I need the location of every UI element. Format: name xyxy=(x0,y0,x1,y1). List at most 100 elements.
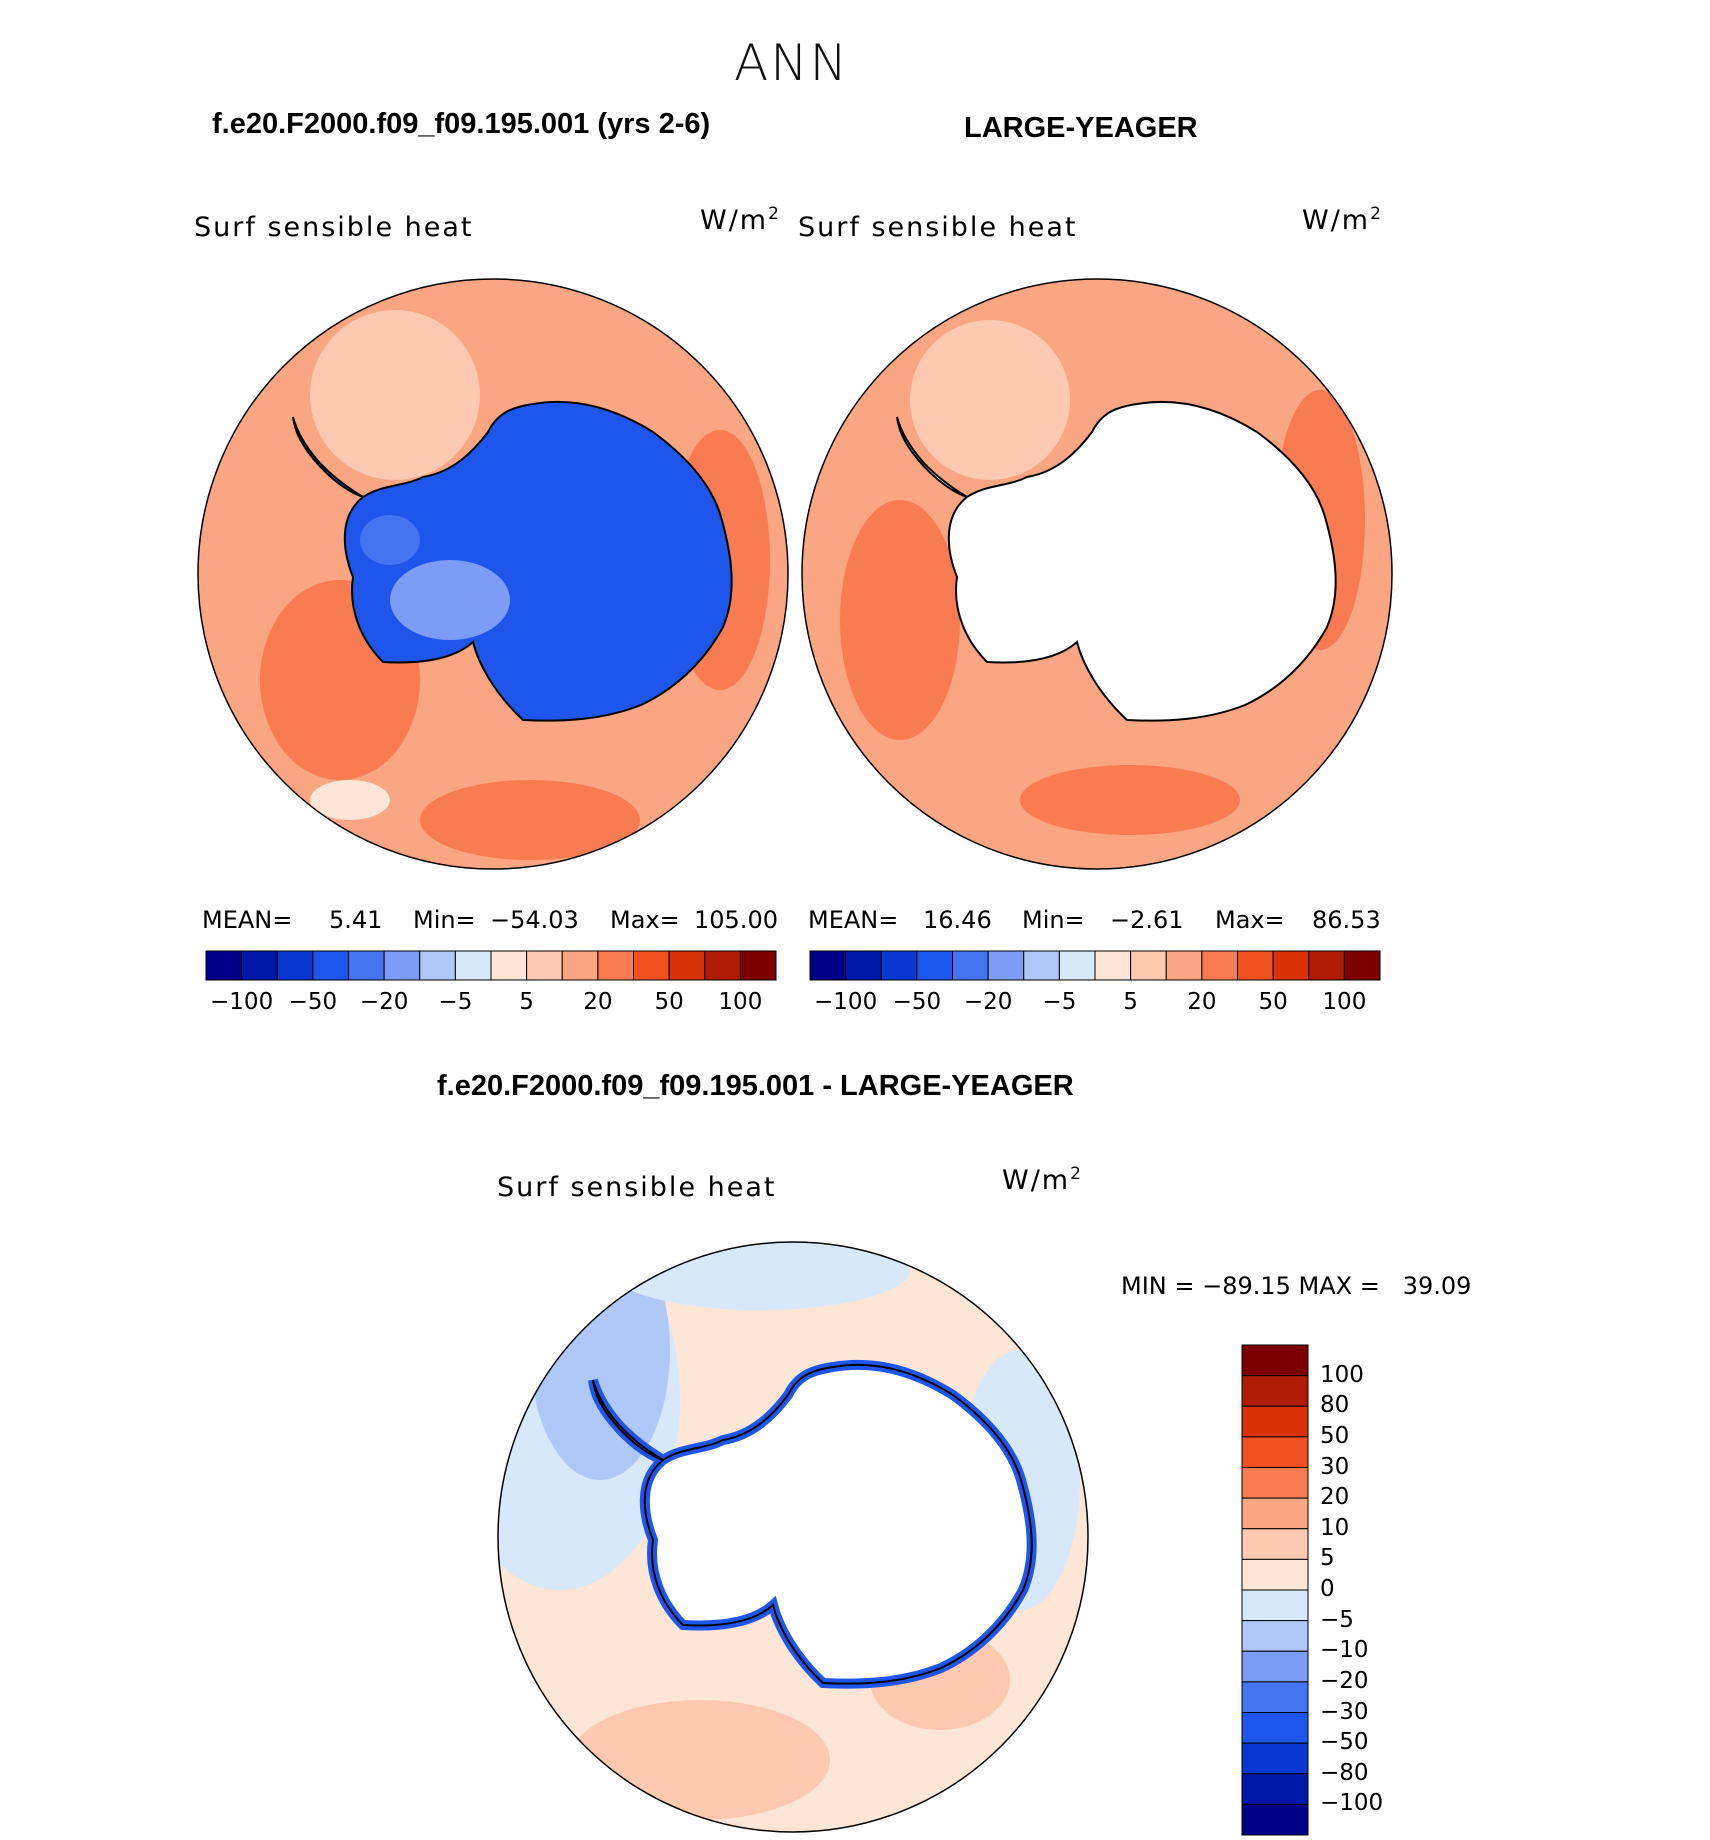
panel-b-colorbar-swatch xyxy=(1272,950,1310,981)
panel-diff-neg-north xyxy=(610,1242,910,1310)
panel-diff-colorbar-tick-label: 30 xyxy=(1320,1453,1350,1480)
panel-diff-minmax: MIN = −89.15 MAX = 39.09 xyxy=(1121,1272,1472,1300)
panel-a-colorbar-tick-label: 50 xyxy=(654,989,684,1015)
panel-a-max: 105.00 xyxy=(694,906,778,934)
panel-a-colorbar-swatch xyxy=(668,950,706,981)
panel-diff-colorbar-tick-label: −80 xyxy=(1320,1759,1369,1786)
panel-b-colorbar-swatch xyxy=(1130,950,1167,981)
panel-a-variable: Surf sensible heat xyxy=(194,212,474,243)
panel-b-ocean-hot-south xyxy=(1020,765,1240,835)
panel-b-colorbar-tick-label: 20 xyxy=(1187,989,1217,1015)
panel-a-mean-label: MEAN= xyxy=(202,906,293,934)
panel-diff-colorbar xyxy=(1241,1344,1309,1836)
case-a-title: f.e20.F2000.f09_f09.195.001 (yrs 2-6) xyxy=(212,108,711,140)
panel-diff-variable: Surf sensible heat xyxy=(497,1172,777,1203)
panel-diff-colorbar-tick-label: −100 xyxy=(1320,1790,1384,1817)
panel-a-ocean-light xyxy=(310,310,480,480)
panel-diff-colorbar-swatch xyxy=(1241,1405,1309,1438)
panel-a-colorbar-tick-label: −20 xyxy=(359,989,409,1015)
panel-a-colorbar-swatch xyxy=(490,950,528,981)
panel-diff-colorbar-swatch xyxy=(1241,1620,1309,1652)
panel-b-colorbar-swatch xyxy=(845,950,882,981)
panel-b-ocean-light xyxy=(910,320,1070,480)
panel-a-max-label: Max= xyxy=(610,906,680,934)
panel-b-colorbar-swatch xyxy=(1237,950,1274,981)
panel-b-colorbar-tick-label: −5 xyxy=(1042,989,1077,1015)
panel-diff-colorbar-swatch xyxy=(1241,1497,1309,1530)
panel-a-ice-light xyxy=(390,560,510,640)
plot-title: ANN xyxy=(734,34,850,92)
panel-a-ocean-hot-south xyxy=(420,780,640,860)
panel-b-colorbar-swatch xyxy=(916,950,953,981)
panel-a-colorbar-tick-label: −50 xyxy=(288,989,338,1015)
panel-diff-colorbar-tick-label: 0 xyxy=(1320,1576,1335,1602)
panel-b-colorbar-swatch xyxy=(987,950,1025,981)
panel-a-colorbar xyxy=(205,950,777,981)
panel-a-colorbar-swatch xyxy=(276,950,314,981)
panel-diff-colorbar-swatch xyxy=(1241,1589,1309,1622)
panel-diff-colorbar-swatch xyxy=(1241,1773,1309,1805)
panel-diff-colorbar-swatch xyxy=(1241,1742,1309,1775)
panel-a-colorbar-swatch xyxy=(205,950,243,981)
panel-a-units: W/m2 xyxy=(700,204,781,236)
panel-a-colorbar-tick-label: −5 xyxy=(438,989,473,1015)
panel-a-colorbar-tick-label: 100 xyxy=(718,989,763,1015)
difference-title: f.e20.F2000.f09_f09.195.001 - LARGE-YEAG… xyxy=(437,1070,1074,1102)
panel-diff-colorbar-tick-label: 50 xyxy=(1320,1422,1350,1449)
panel-b-min-label: Min= xyxy=(1022,906,1085,934)
panel-b-colorbar-tick-label: −100 xyxy=(814,989,878,1015)
panel-b-colorbar-swatch xyxy=(1094,950,1132,981)
panel-a-colorbar-tick-label: 5 xyxy=(519,989,534,1015)
panel-diff-colorbar-swatch xyxy=(1241,1650,1309,1683)
panel-a-colorbar-tick-label: −100 xyxy=(210,989,274,1015)
panel-b-mean: 16.46 xyxy=(923,906,992,934)
panel-diff-colorbar-swatch xyxy=(1241,1712,1309,1744)
panel-diff-colorbar-swatch xyxy=(1241,1375,1309,1407)
panel-b-colorbar-swatch xyxy=(1201,950,1238,981)
panel-diff-pos-south xyxy=(570,1700,830,1820)
panel-diff-colorbar-tick-label: 80 xyxy=(1320,1392,1350,1419)
panel-b-colorbar-swatch xyxy=(1343,950,1381,981)
panel-b-map xyxy=(801,278,1393,870)
panel-a-colorbar-swatch xyxy=(633,950,670,981)
panel-a-min: −54.03 xyxy=(490,906,579,934)
panel-a-colorbar-swatch xyxy=(561,950,599,981)
panel-b-colorbar-tick-label: 50 xyxy=(1258,989,1288,1015)
panel-b-colorbar-tick-label: 5 xyxy=(1123,989,1138,1015)
panel-b-min: −2.61 xyxy=(1110,906,1184,934)
panel-b-colorbar-swatch xyxy=(880,950,918,981)
panel-b-colorbar-tick-label: 100 xyxy=(1322,989,1367,1015)
panel-b-colorbar-swatch xyxy=(809,950,847,981)
panel-diff-neg-mid xyxy=(530,1242,670,1480)
panel-a-colorbar-swatch xyxy=(419,950,456,981)
panel-diff-colorbar-tick-label: −50 xyxy=(1320,1729,1369,1756)
panel-b-units: W/m2 xyxy=(1302,204,1383,236)
panel-b-colorbar xyxy=(809,950,1381,981)
panel-b-colorbar-swatch xyxy=(1058,950,1096,981)
panel-diff-colorbar-swatch xyxy=(1241,1803,1309,1836)
panel-a-mean: 5.41 xyxy=(329,906,383,934)
panel-a-colorbar-swatch xyxy=(241,950,278,981)
panel-diff-colorbar-swatch xyxy=(1241,1681,1309,1713)
panel-diff-colorbar-swatch xyxy=(1241,1344,1309,1377)
panel-b-colorbar-tick-label: −20 xyxy=(963,989,1013,1015)
panel-b-colorbar-swatch xyxy=(1308,950,1345,981)
panel-diff-colorbar-tick-label: 100 xyxy=(1320,1361,1364,1388)
panel-diff-colorbar-tick-label: 10 xyxy=(1320,1514,1350,1541)
panel-diff-map xyxy=(497,1241,1089,1833)
panel-a-ocean-pale xyxy=(310,780,390,820)
panel-b-colorbar-swatch xyxy=(1165,950,1203,981)
panel-a-border xyxy=(197,278,789,870)
panel-a-colorbar-swatch xyxy=(597,950,634,981)
panel-b-mean-label: MEAN= xyxy=(808,906,899,934)
panel-diff-colorbar-tick-label: −10 xyxy=(1320,1637,1369,1664)
panel-a-ice-mid xyxy=(360,515,420,565)
panel-diff-colorbar-tick-label: −30 xyxy=(1320,1698,1369,1725)
panel-a-colorbar-swatch xyxy=(704,950,741,981)
panel-a-map xyxy=(197,278,789,870)
panel-diff-colorbar-tick-label: 5 xyxy=(1320,1545,1335,1572)
panel-a-colorbar-swatch xyxy=(348,950,385,981)
panel-b-border xyxy=(801,278,1393,870)
panel-diff-border xyxy=(497,1241,1089,1833)
